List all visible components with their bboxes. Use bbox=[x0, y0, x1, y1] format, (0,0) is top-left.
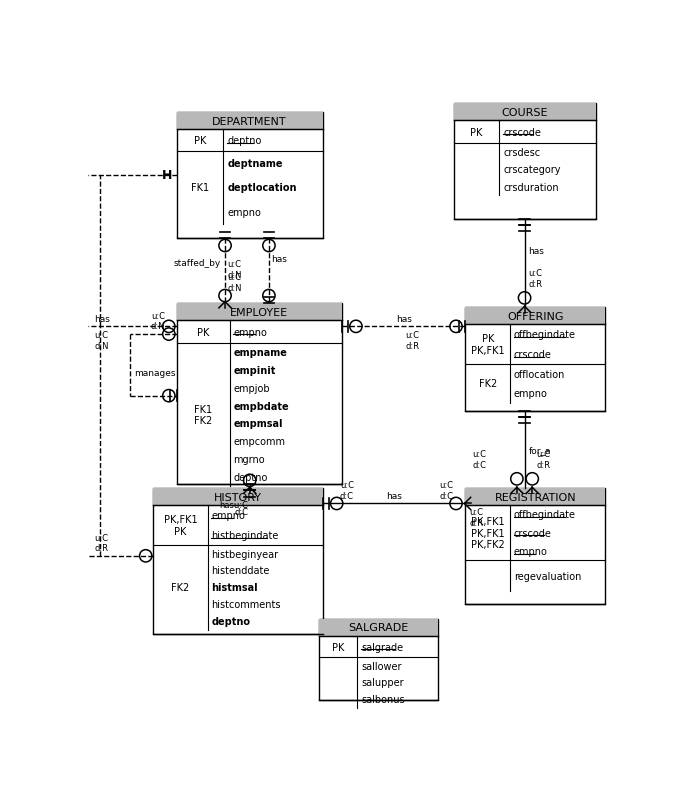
Text: salupper: salupper bbox=[361, 678, 404, 687]
Text: deptlocation: deptlocation bbox=[227, 183, 297, 193]
Bar bbox=[465, 308, 605, 411]
Text: FK2: FK2 bbox=[479, 379, 497, 389]
Text: offbegindate: offbegindate bbox=[514, 509, 576, 520]
Bar bbox=[177, 304, 342, 484]
Bar bbox=[177, 304, 342, 321]
Text: u:C
d:C: u:C d:C bbox=[339, 480, 354, 500]
Text: PK: PK bbox=[332, 642, 344, 652]
Text: empname: empname bbox=[233, 348, 287, 358]
Bar bbox=[153, 488, 323, 505]
Text: crscategory: crscategory bbox=[503, 165, 561, 175]
Text: empmsal: empmsal bbox=[233, 419, 283, 429]
Text: HISTORY: HISTORY bbox=[214, 492, 262, 502]
Text: u:C
d:R: u:C d:R bbox=[405, 330, 419, 350]
Bar bbox=[465, 308, 605, 325]
Text: u:C
d:R: u:C d:R bbox=[469, 508, 483, 527]
Text: u:C
d:R: u:C d:R bbox=[94, 533, 108, 553]
Text: crscode: crscode bbox=[503, 128, 541, 137]
Text: manages: manages bbox=[134, 369, 176, 378]
Text: empno: empno bbox=[514, 546, 548, 557]
Text: deptno: deptno bbox=[227, 136, 262, 146]
Text: u:C
d:R: u:C d:R bbox=[529, 269, 542, 289]
Text: mgrno: mgrno bbox=[233, 455, 265, 464]
Text: FK1: FK1 bbox=[191, 183, 209, 193]
Text: EMPLOYEE: EMPLOYEE bbox=[230, 307, 288, 318]
Text: deptno: deptno bbox=[211, 617, 250, 626]
Text: PK: PK bbox=[197, 327, 209, 338]
Bar bbox=[153, 488, 323, 634]
Text: salbonus: salbonus bbox=[361, 695, 404, 704]
Text: deptname: deptname bbox=[227, 159, 283, 168]
Text: histbegindate: histbegindate bbox=[211, 530, 279, 541]
Bar bbox=[319, 619, 438, 700]
Text: empinit: empinit bbox=[233, 366, 276, 375]
Text: histenddate: histenddate bbox=[211, 565, 270, 576]
Text: histbeginyear: histbeginyear bbox=[211, 549, 279, 559]
Text: has: has bbox=[386, 491, 402, 500]
Text: has: has bbox=[94, 314, 110, 323]
Bar bbox=[454, 104, 596, 121]
Text: H: H bbox=[162, 169, 172, 182]
Text: crsdesc: crsdesc bbox=[503, 148, 540, 158]
Text: u:C
d:C: u:C d:C bbox=[440, 480, 454, 500]
Text: empjob: empjob bbox=[233, 383, 270, 393]
Text: for_a: for_a bbox=[529, 445, 551, 455]
Text: histmsal: histmsal bbox=[211, 583, 258, 593]
Text: regevaluation: regevaluation bbox=[514, 571, 582, 581]
Text: empbdate: empbdate bbox=[233, 401, 289, 411]
Text: u:C
d:N: u:C d:N bbox=[150, 311, 165, 330]
Text: REGISTRATION: REGISTRATION bbox=[495, 492, 576, 502]
Text: u:C
d:R: u:C d:R bbox=[536, 450, 550, 469]
Text: empno: empno bbox=[233, 327, 267, 338]
Text: u:C
d:C: u:C d:C bbox=[472, 450, 486, 469]
Text: COURSE: COURSE bbox=[502, 107, 548, 117]
Bar bbox=[454, 104, 596, 219]
Text: u:C
d:N: u:C d:N bbox=[227, 273, 242, 293]
Text: OFFERING: OFFERING bbox=[507, 311, 564, 321]
Text: DEPARTMENT: DEPARTMENT bbox=[213, 116, 287, 127]
Text: PK
PK,FK1: PK PK,FK1 bbox=[471, 334, 504, 355]
Text: sallower: sallower bbox=[361, 661, 402, 671]
Text: empno: empno bbox=[514, 388, 548, 399]
Text: histcomments: histcomments bbox=[211, 600, 281, 610]
Bar bbox=[465, 488, 605, 505]
Bar bbox=[177, 113, 323, 130]
Text: FK2: FK2 bbox=[171, 583, 190, 593]
Text: crscode: crscode bbox=[514, 350, 552, 359]
Text: offbegindate: offbegindate bbox=[514, 330, 576, 339]
Text: deptno: deptno bbox=[233, 472, 268, 482]
Text: has: has bbox=[529, 247, 544, 256]
Text: has: has bbox=[396, 314, 412, 323]
Text: PK,FK1
PK: PK,FK1 PK bbox=[164, 515, 197, 537]
Text: offlocation: offlocation bbox=[514, 369, 565, 379]
Text: SALGRADE: SALGRADE bbox=[348, 622, 408, 633]
Text: hasu:C: hasu:C bbox=[219, 500, 248, 509]
Text: PK,FK1
PK,FK1
PK,FK2: PK,FK1 PK,FK1 PK,FK2 bbox=[471, 516, 504, 549]
Text: empno: empno bbox=[211, 510, 246, 520]
Text: staffed_by: staffed_by bbox=[174, 258, 221, 267]
Bar bbox=[319, 619, 438, 636]
Text: PK: PK bbox=[194, 136, 206, 146]
Bar bbox=[177, 113, 323, 238]
Text: crscode: crscode bbox=[514, 528, 552, 538]
Bar bbox=[465, 488, 605, 604]
Text: PK: PK bbox=[471, 128, 483, 137]
Text: has: has bbox=[271, 254, 287, 264]
Text: u:C
d:N: u:C d:N bbox=[94, 330, 108, 350]
Text: salgrade: salgrade bbox=[361, 642, 403, 652]
Text: u:C
d:N: u:C d:N bbox=[227, 260, 242, 279]
Text: empcomm: empcomm bbox=[233, 437, 286, 447]
Text: d:C: d:C bbox=[234, 508, 248, 516]
Text: empno: empno bbox=[227, 208, 261, 217]
Text: FK1
FK2: FK1 FK2 bbox=[194, 404, 212, 426]
Text: crsduration: crsduration bbox=[503, 183, 559, 192]
